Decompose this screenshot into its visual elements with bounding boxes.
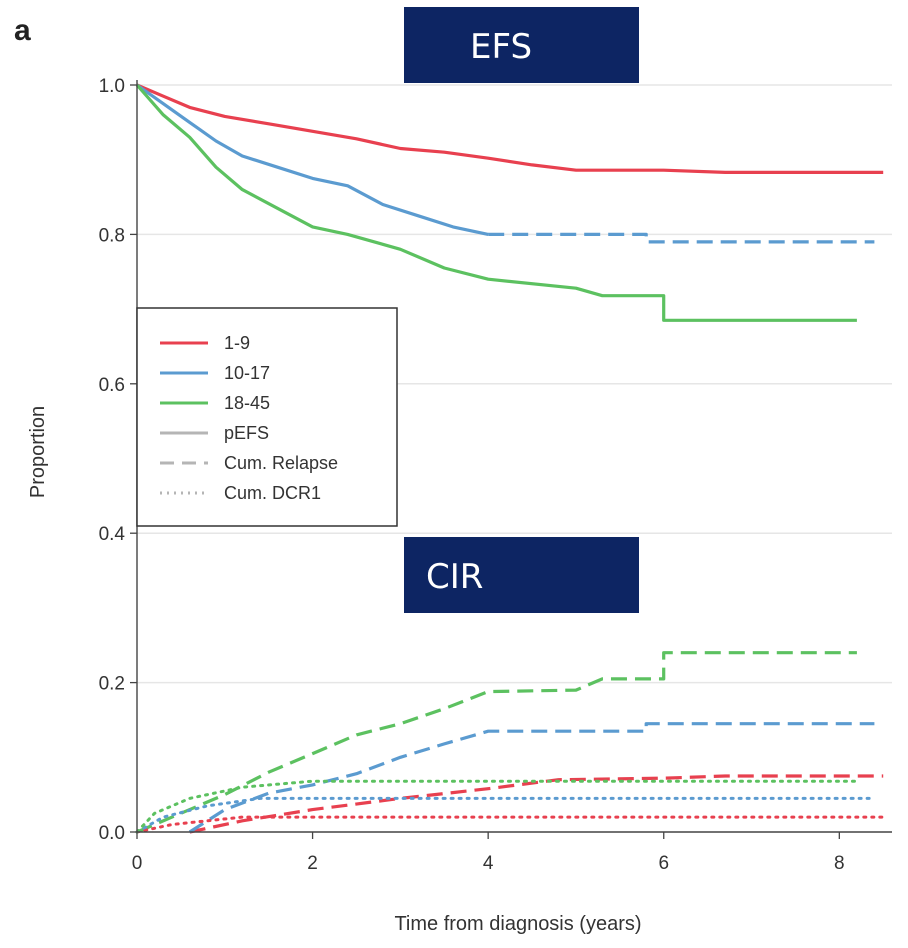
legend-label-4: Cum. Relapse [224,453,338,473]
legend-label-5: Cum. DCR1 [224,483,321,503]
efs-banner [404,7,639,83]
series-1-9-cum-dcr1-7 [135,815,885,834]
efs-banner-title: EFS [470,27,532,67]
series-18-45-cum-dcr1-9 [135,779,859,834]
series-1-9-pefs-0 [136,83,884,174]
legend-label-3: pEFS [224,423,269,443]
legend-label-2: 18-45 [224,393,270,413]
x-tick-label-0: 0 [132,853,143,874]
panel-letter: a [14,14,31,47]
y-axis-title: Proportion [27,406,49,498]
cir-banner [404,537,639,613]
series-10-17-cum-relapse-5 [188,722,875,834]
x-tick-label-2: 4 [483,853,494,874]
y-tick-label-4: 0.8 [99,225,125,246]
series-18-45-cum-relapse-6 [136,651,857,834]
series-10-17-pefs-censored-tail--2 [488,232,875,244]
series-10-17-pefs-1 [136,83,489,236]
y-tick-label-3: 0.6 [99,375,125,396]
legend-label-0: 1-9 [224,333,250,353]
x-tick-label-4: 8 [834,853,845,874]
series-18-45-pefs-3 [135,83,857,322]
x-tick-label-1: 2 [307,853,318,874]
series-layer [135,83,885,834]
axis-ticks: 0.0 0.2 0.4 0.6 0.8 1.0 0 2 4 6 8 [99,76,845,874]
x-tick-label-3: 6 [658,853,669,874]
y-tick-label-1: 0.2 [99,674,125,695]
y-tick-label-2: 0.4 [99,524,126,545]
y-tick-label-0: 0.0 [99,823,125,844]
y-tick-label-5: 1.0 [99,76,125,97]
cir-banner-title: CIR [426,557,483,597]
legend-label-1: 10-17 [224,363,270,383]
series-10-17-cum-dcr1-8 [135,796,876,834]
series-1-9-cum-relapse-4 [189,774,884,834]
x-axis-title: Time from diagnosis (years) [394,913,641,935]
legend: 1-9 10-17 18-45 pEFS Cum. Relapse Cum. DCR1 [160,333,338,503]
